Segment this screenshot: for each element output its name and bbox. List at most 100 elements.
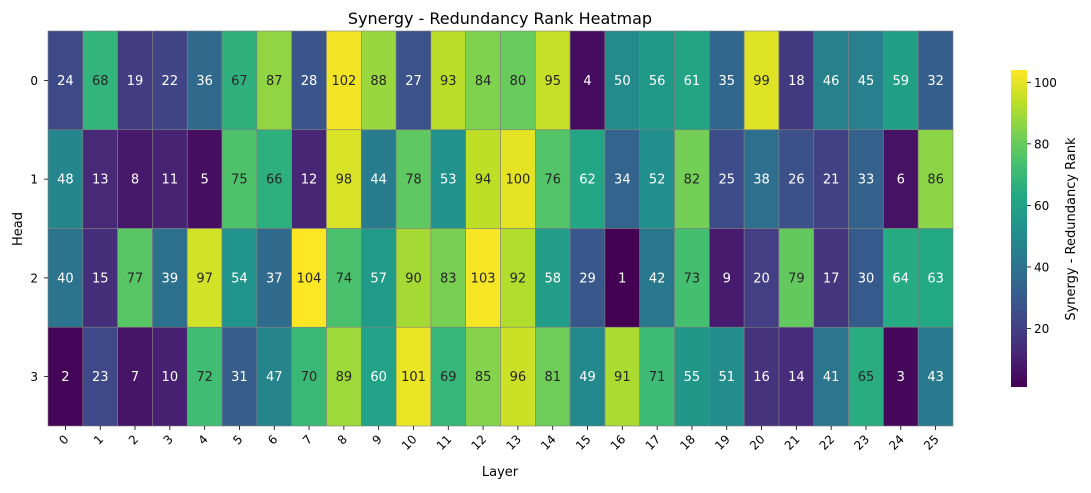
heatmap-cell	[360, 129, 397, 229]
heatmap-cell	[674, 30, 710, 131]
heatmap-cell	[743, 228, 780, 328]
heatmap-cell	[152, 326, 188, 427]
x-tick-label: 15	[573, 432, 594, 453]
heatmap-cell-label: 68	[92, 74, 109, 89]
heatmap-cell	[778, 30, 815, 131]
heatmap-cell-label: 51	[718, 370, 735, 385]
heatmap-cell	[186, 30, 223, 131]
heatmap-cell-label: 65	[858, 370, 875, 385]
heatmap-cell	[117, 30, 153, 131]
y-tick-label: 3	[30, 370, 38, 384]
heatmap-cell	[883, 30, 919, 131]
heatmap-cell-labels: 24 68 19 22 36 67 87 28 102 88 27 93 84 80 95 4 50 56 61 35…	[57, 74, 944, 385]
heatmap-cell-label: 102	[331, 74, 356, 89]
heatmap-cell-label: 75	[231, 173, 248, 188]
heatmap-cell-label: 15	[92, 271, 109, 286]
heatmap-cell-label: 94	[475, 173, 492, 188]
heatmap-cell-label: 77	[127, 271, 144, 286]
heatmap-cell-label: 71	[649, 370, 666, 385]
heatmap-cell	[326, 228, 362, 328]
heatmap-cell-label: 67	[231, 74, 248, 89]
heatmap-cell	[604, 30, 641, 131]
heatmap-cell	[709, 30, 745, 131]
heatmap-cell	[291, 30, 327, 131]
heatmap-cell	[813, 228, 849, 328]
heatmap-cell-label: 37	[266, 271, 283, 286]
heatmap-cell-label: 87	[266, 74, 283, 89]
x-tick-label: 5	[230, 432, 245, 447]
heatmap-cell-label: 8	[131, 173, 139, 188]
heatmap-cell-label: 6	[897, 173, 905, 188]
heatmap-cell-label: 20	[753, 271, 770, 286]
x-tick-label: 16	[608, 432, 629, 453]
x-tick-label: 24	[886, 432, 907, 453]
heatmap-cell	[569, 326, 606, 427]
heatmap-cell-label: 30	[858, 271, 875, 286]
heatmap-cell-label: 89	[336, 370, 353, 385]
heatmap-cell-label: 38	[753, 173, 770, 188]
heatmap-cell-label: 1	[618, 271, 626, 286]
heatmap-cell	[82, 129, 118, 229]
heatmap-cell	[569, 129, 606, 229]
heatmap-cell-label: 66	[266, 173, 283, 188]
heatmap-cell-label: 45	[858, 74, 875, 89]
heatmap-cell-label: 34	[614, 173, 631, 188]
x-tick-label: 11	[434, 432, 455, 453]
heatmap-cell	[465, 30, 501, 131]
x-tick-label: 9	[369, 432, 384, 447]
heatmap-cell-label: 16	[753, 370, 770, 385]
heatmap-cell-label: 41	[823, 370, 840, 385]
y-tick-label: 0	[30, 74, 38, 88]
heatmap-cell	[465, 326, 501, 427]
heatmap-cell-label: 26	[788, 173, 805, 188]
heatmap-cell-label: 43	[927, 370, 944, 385]
heatmap-cell	[674, 129, 710, 229]
x-tick-label: 2	[126, 432, 141, 447]
heatmap-cell-label: 86	[927, 173, 944, 188]
heatmap-cell-label: 14	[788, 370, 805, 385]
heatmap-cell-label: 61	[684, 74, 701, 89]
heatmap-cell	[395, 129, 432, 229]
heatmap-cell	[360, 326, 397, 427]
heatmap-cell	[221, 326, 258, 427]
heatmap-cell-label: 64	[893, 271, 910, 286]
heatmap-cell	[82, 228, 118, 328]
heatmap-cell-label: 9	[723, 271, 731, 286]
heatmap-cell	[326, 129, 362, 229]
heatmap-cell-label: 72	[196, 370, 213, 385]
heatmap-cell	[256, 326, 292, 427]
x-tick-label: 1	[91, 432, 106, 447]
heatmap-cell	[604, 129, 641, 229]
heatmap-cell-label: 59	[893, 74, 910, 89]
x-tick-label: 23	[851, 432, 872, 453]
heatmap-cell-label: 17	[823, 271, 840, 286]
colorbar-tick-label: 100	[1034, 76, 1057, 90]
heatmap-cell	[883, 326, 919, 427]
heatmap-cell	[743, 129, 780, 229]
heatmap-cell	[569, 228, 606, 328]
heatmap-cell-label: 69	[440, 370, 457, 385]
heatmap-cell-label: 57	[370, 271, 387, 286]
heatmap-cell-label: 76	[544, 173, 561, 188]
heatmap-cell-label: 95	[544, 74, 561, 89]
heatmap-cell-label: 35	[718, 74, 735, 89]
heatmap-cell-label: 85	[475, 370, 492, 385]
chart-title: Synergy - Redundancy Rank Heatmap	[348, 9, 652, 28]
heatmap-cell-label: 83	[440, 271, 457, 286]
heatmap-cell	[674, 326, 710, 427]
x-tick-label: 8	[335, 432, 350, 447]
heatmap-cell-label: 47	[266, 370, 283, 385]
heatmap-cell	[917, 129, 954, 229]
heatmap-cell	[743, 30, 780, 131]
heatmap-cell-label: 7	[131, 370, 139, 385]
heatmap-cell-label: 63	[927, 271, 944, 286]
heatmap-cell	[848, 326, 884, 427]
heatmap-cell-label: 48	[57, 173, 74, 188]
heatmap-cell-label: 79	[788, 271, 805, 286]
heatmap-cell-label: 11	[162, 173, 179, 188]
heatmap-cell-label: 92	[510, 271, 527, 286]
heatmap-cell-label: 36	[196, 74, 213, 89]
heatmap-cell	[82, 30, 118, 131]
heatmap-cell	[639, 30, 675, 131]
